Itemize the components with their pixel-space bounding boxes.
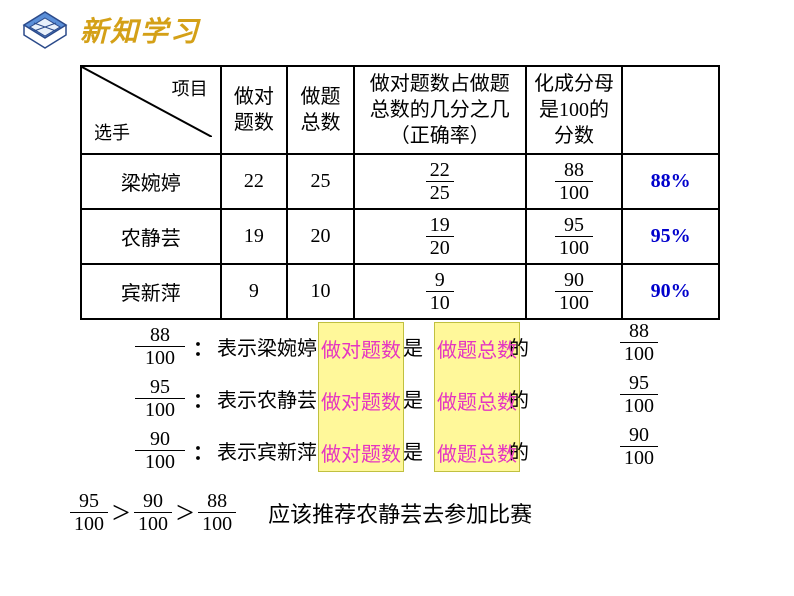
right-frac: 90100 — [620, 424, 658, 469]
gt-sign: > — [112, 494, 130, 531]
cell-pct: 95% — [622, 209, 719, 264]
colon: ： — [193, 436, 213, 465]
explain-mid: 是 — [403, 384, 423, 413]
cell-frac: 910 — [354, 264, 526, 319]
col-frac100: 化成分母是100的分数 — [526, 66, 623, 154]
player-name: 宾新萍 — [81, 264, 221, 319]
cell-frac: 2225 — [354, 154, 526, 209]
colon: ： — [193, 332, 213, 361]
right-frac: 88100 — [620, 320, 658, 365]
explain-frac: 90100 — [135, 428, 185, 473]
cell-frac100: 88100 — [526, 154, 623, 209]
cell-frac: 1920 — [354, 209, 526, 264]
explain-frac: 95100 — [135, 376, 185, 421]
diag-header: 项目 选手 — [81, 66, 221, 154]
explain-who: 表示农静芸 — [217, 384, 317, 413]
header: 新知学习 — [20, 10, 200, 50]
gt-sign: > — [176, 494, 194, 531]
explain-mid: 是 — [403, 332, 423, 361]
player-name: 农静芸 — [81, 209, 221, 264]
hl-text-b: 做题总数 — [434, 386, 520, 415]
hl-text-a: 做对题数 — [318, 438, 404, 467]
conclusion-text: 应该推荐农静芸去参加比赛 — [268, 497, 532, 529]
col-pct — [622, 66, 719, 154]
colon: ： — [193, 384, 213, 413]
hl-text-a: 做对题数 — [318, 386, 404, 415]
book-icon — [20, 10, 70, 50]
cmp-frac: 90100 — [134, 490, 172, 535]
cell-frac100: 90100 — [526, 264, 623, 319]
hl-text-a: 做对题数 — [318, 334, 404, 363]
col-total: 做题总数 — [287, 66, 354, 154]
explain-who: 表示宾新萍 — [217, 436, 317, 465]
right-frac: 95100 — [620, 372, 658, 417]
table-row: 宾新萍 9 10 910 90100 90% — [81, 264, 719, 319]
explain-frac: 88100 — [135, 324, 185, 369]
hl-text-b: 做题总数 — [434, 334, 520, 363]
col-correct: 做对题数 — [221, 66, 288, 154]
table-header-row: 项目 选手 做对题数 做题总数 做对题数占做题总数的几分之几（正确率） 化成分母… — [81, 66, 719, 154]
cell-correct: 9 — [221, 264, 288, 319]
cmp-frac: 88100 — [198, 490, 236, 535]
cell-correct: 19 — [221, 209, 288, 264]
cell-pct: 90% — [622, 264, 719, 319]
explain-mid: 是 — [403, 436, 423, 465]
cell-total: 10 — [287, 264, 354, 319]
hl-text-b: 做题总数 — [434, 438, 520, 467]
cell-total: 20 — [287, 209, 354, 264]
cell-pct: 88% — [622, 154, 719, 209]
col-ratio: 做对题数占做题总数的几分之几（正确率） — [354, 66, 526, 154]
cell-total: 25 — [287, 154, 354, 209]
data-table: 项目 选手 做对题数 做题总数 做对题数占做题总数的几分之几（正确率） 化成分母… — [80, 65, 720, 320]
page-title: 新知学习 — [80, 10, 200, 50]
comparison-row: 95100 > 90100 > 88100 应该推荐农静芸去参加比赛 — [70, 490, 532, 535]
diag-top-label: 项目 — [172, 75, 208, 101]
cell-frac100: 95100 — [526, 209, 623, 264]
cell-correct: 22 — [221, 154, 288, 209]
player-name: 梁婉婷 — [81, 154, 221, 209]
diag-bottom-label: 选手 — [94, 119, 130, 145]
table-row: 农静芸 19 20 1920 95100 95% — [81, 209, 719, 264]
explain-who: 表示梁婉婷 — [217, 332, 317, 361]
table-row: 梁婉婷 22 25 2225 88100 88% — [81, 154, 719, 209]
cmp-frac: 95100 — [70, 490, 108, 535]
